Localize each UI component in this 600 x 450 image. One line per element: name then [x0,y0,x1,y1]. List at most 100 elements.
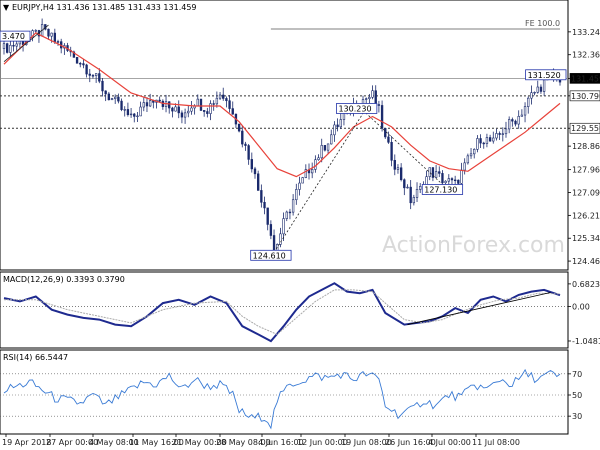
level-label-1: 124.610 [253,251,286,260]
candle-body [110,98,114,101]
candle-body [523,106,527,116]
candle-body [120,100,123,110]
y-tick-label: 132.365 [572,51,600,60]
x-tick-label: 4 Jul 00:00 [428,438,471,447]
candle-body [314,159,317,170]
candle-body [75,57,79,64]
candle-body [393,159,396,170]
candle-body [457,179,460,184]
macd-y-label: 0.00 [572,302,590,311]
level-label-box-2 [421,184,464,195]
candle-body [320,145,323,159]
candle-body [158,99,161,102]
candle-body [231,108,234,115]
candle-body [145,102,149,107]
candle-body [511,119,514,122]
fe-label-0: FE 100.0 [525,19,560,28]
level-label-box-4 [0,30,31,42]
candle-body [266,207,269,225]
candle-body [34,30,37,32]
candle-body [444,180,447,184]
candle-body [212,103,215,105]
candle-body [428,167,431,177]
candle-body [323,145,327,151]
candle-body [6,43,9,53]
rsi-title: RSI(14) 66.5447 [3,353,68,362]
rsi-line [3,368,561,430]
level-label-box-1 [250,249,292,261]
x-tick-label: 21 May 00:00 [172,438,227,447]
candle-body [498,133,501,135]
candle-body [47,28,50,37]
candle-body [91,75,95,77]
candle-body [453,179,457,182]
candle-body [101,80,104,92]
candle-body [218,94,222,99]
candle-body [228,100,231,109]
candle-body [12,44,15,47]
candle-body [269,224,273,236]
y-tick-label: 127.090 [572,189,600,198]
candle-body [88,73,91,76]
candle-body [123,109,126,111]
candle-body [15,43,18,47]
signal-line [4,289,561,335]
candle-body [288,211,292,214]
x-tick-label: 4 May 08:00 [89,438,139,447]
candle-body [403,179,406,189]
x-tick-label: 19 Jun 08:00 [341,438,392,447]
candle-body [479,138,482,144]
candle-body [279,233,282,245]
candle-body [514,120,517,125]
candle-body [501,133,504,135]
candle-body [473,149,476,155]
candle-body [94,73,98,76]
candle-body [190,107,193,112]
candle-body [215,97,219,105]
y-tick-label: 133.240 [572,28,600,37]
candle-body [336,124,339,128]
candle-body [237,123,241,132]
candle-body [168,101,171,109]
x-tick-label: 26 Jun 16:00 [385,438,436,447]
candle-body [79,63,82,65]
candle-body [98,73,101,82]
candle-body [241,130,244,145]
candle-body [333,124,336,136]
candle-body [56,41,60,43]
y-tick-label: 130.790 [571,92,600,101]
candle-body [441,173,444,184]
candle-body [406,186,409,189]
candle-body [171,107,174,112]
level-label-4: 3.470 [2,32,25,41]
candle-body [530,92,533,99]
candle-body [368,96,371,100]
candle-body [129,113,133,116]
candle-body [53,32,57,42]
candle-body [342,112,346,120]
x-tick-label: 11 Jul 08:00 [472,438,520,447]
price-badge [569,122,600,134]
candle-body [492,137,495,142]
candle-body [263,201,266,209]
candle-body [253,168,257,175]
y-tick-label: 124.465 [572,257,600,266]
candle-body [517,116,520,125]
y-tick-label: 129.550 [571,124,600,133]
candle-body [533,91,536,94]
candle-body [380,105,384,129]
candle-body [196,98,199,107]
candle-body [371,90,374,98]
candle-body [463,162,466,171]
rsi-y-label: 30 [572,412,582,421]
macd-line [3,282,561,343]
candle-body [450,178,454,181]
candle-body [247,145,250,160]
price-title: EURJPY,H4 131.436 131.485 131.433 131.45… [12,3,197,12]
candle-body [291,199,295,213]
candle-body [485,137,489,144]
watermark: ActionForex.com [382,233,565,258]
candle-body [222,94,225,99]
candle-body [225,98,228,102]
